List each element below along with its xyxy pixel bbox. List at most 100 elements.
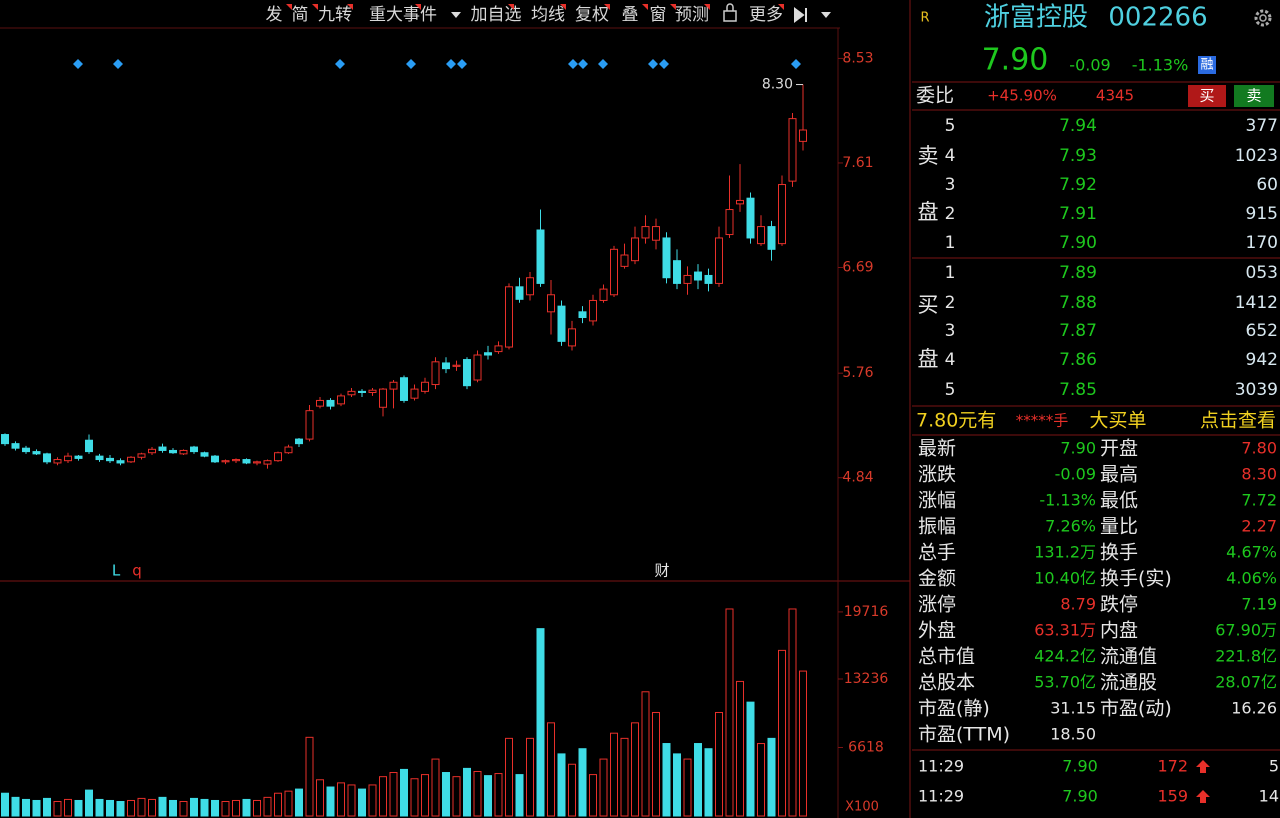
toolbar-item[interactable]: 发	[266, 5, 283, 25]
big-order-action[interactable]: 点击查看	[1200, 410, 1276, 432]
toolbar-item[interactable]: 更多	[749, 5, 783, 25]
candle-body	[263, 460, 272, 465]
toolbar-item[interactable]: 复权	[575, 5, 609, 25]
volume-bar	[242, 798, 251, 817]
gear-hub	[1259, 14, 1267, 22]
signal-diamond	[648, 59, 658, 69]
volume-bar	[53, 801, 62, 817]
gear-icon[interactable]	[1254, 9, 1272, 27]
candle-body	[767, 226, 776, 250]
candle-body	[32, 451, 41, 455]
corner-flag	[642, 4, 648, 10]
book-level: 2	[945, 204, 956, 224]
candle-body	[95, 455, 104, 461]
volume-bar	[326, 786, 335, 817]
book-level: 4	[945, 350, 956, 370]
signal-diamond	[598, 59, 608, 69]
volume-bar	[253, 799, 261, 817]
toolbar-item[interactable]: 窗	[650, 5, 667, 25]
stat-value: 7.72	[1241, 491, 1277, 510]
marker-label: q	[132, 562, 142, 580]
candle-body	[578, 311, 587, 318]
toolbar-item[interactable]: 加自选	[471, 5, 522, 25]
stat-label: 跌停	[1100, 594, 1138, 616]
volume-bar	[221, 801, 230, 817]
toolbar-item[interactable]: 重大事件	[369, 5, 437, 25]
volume-bar	[190, 797, 198, 817]
last-price: 7.90	[982, 43, 1049, 78]
candle-body	[11, 443, 20, 449]
volume-bar	[284, 790, 293, 817]
stat-label: 外盘	[918, 620, 956, 642]
stat-label: 总手	[918, 542, 956, 564]
sell-button-bg[interactable]	[1234, 85, 1274, 107]
candle-body	[284, 446, 293, 454]
candle-body	[358, 390, 366, 394]
lock-icon[interactable]	[723, 10, 737, 22]
dropdown-arrow[interactable]	[451, 12, 461, 18]
stock-code: 002266	[1108, 3, 1207, 33]
book-level: 1	[945, 233, 956, 253]
book-level: 2	[945, 293, 956, 313]
buy-button[interactable]: 买	[1199, 87, 1214, 105]
stat-value: 7.19	[1241, 595, 1277, 614]
toolbar-item[interactable]: 简	[292, 5, 309, 25]
volume-bar	[505, 737, 513, 817]
volume-bar	[368, 784, 377, 817]
high-label: 8.30	[762, 77, 793, 93]
toolbar-item[interactable]: 九转	[318, 5, 352, 25]
corner-flag	[415, 4, 421, 10]
stock-name: 浙富控股	[984, 3, 1088, 33]
stat-label: 市盈(TTM)	[918, 724, 1010, 746]
volume-bar	[32, 799, 41, 817]
stat-label: 市盈(动)	[1100, 698, 1172, 720]
sell-button[interactable]: 卖	[1246, 87, 1261, 105]
candle-body	[547, 294, 555, 313]
stat-value: 4.67%	[1226, 543, 1277, 562]
volume-bar	[704, 748, 713, 817]
candle-body	[253, 461, 261, 464]
book-side: 买	[918, 293, 939, 317]
signal-diamond	[568, 59, 578, 69]
toolbar-item[interactable]: 预测	[675, 5, 709, 25]
volume-bar	[389, 772, 398, 817]
dropdown-arrow[interactable]	[821, 12, 831, 18]
candle-body	[589, 299, 597, 322]
book-volume: 3039	[1235, 380, 1278, 400]
candle-body	[74, 455, 83, 459]
corner-flag	[508, 4, 514, 10]
volume-bar	[1, 792, 9, 817]
toolbar-item[interactable]: 叠	[622, 5, 639, 25]
gear[interactable]	[1254, 9, 1272, 27]
stat-label: 涨跌	[918, 464, 956, 486]
stat-value: 221.8亿	[1215, 647, 1277, 666]
stat-value: -1.13%	[1039, 491, 1096, 510]
signal-diamond	[578, 59, 588, 69]
book-volume: 915	[1246, 204, 1278, 224]
toolbar-item[interactable]: 均线	[531, 5, 565, 25]
candle-body	[652, 226, 660, 241]
volume-bar	[106, 799, 114, 817]
volume-bar	[557, 753, 566, 817]
stat-value: 63.31万	[1034, 621, 1096, 640]
stat-label: 内盘	[1100, 620, 1138, 642]
corner-flag	[670, 4, 676, 10]
y-tick-label: 4.84	[842, 470, 873, 486]
big-order-qty: *****手	[1016, 412, 1069, 430]
stat-value: 53.70亿	[1034, 673, 1096, 692]
book-volume: 942	[1246, 350, 1278, 370]
market-flag: R	[920, 11, 929, 26]
trade-price: 7.90	[1062, 787, 1098, 806]
candle-body	[673, 260, 681, 284]
volume-bar	[620, 737, 629, 817]
candle-body	[379, 388, 387, 408]
volume-bar	[736, 680, 744, 817]
volume-bar	[116, 801, 125, 817]
book-level: 5	[945, 116, 956, 136]
signal-diamond	[659, 59, 669, 69]
volume-bar	[211, 799, 219, 817]
candle-body	[620, 254, 629, 267]
buy-button-bg[interactable]	[1188, 85, 1226, 107]
exit-icon[interactable]	[794, 7, 807, 23]
